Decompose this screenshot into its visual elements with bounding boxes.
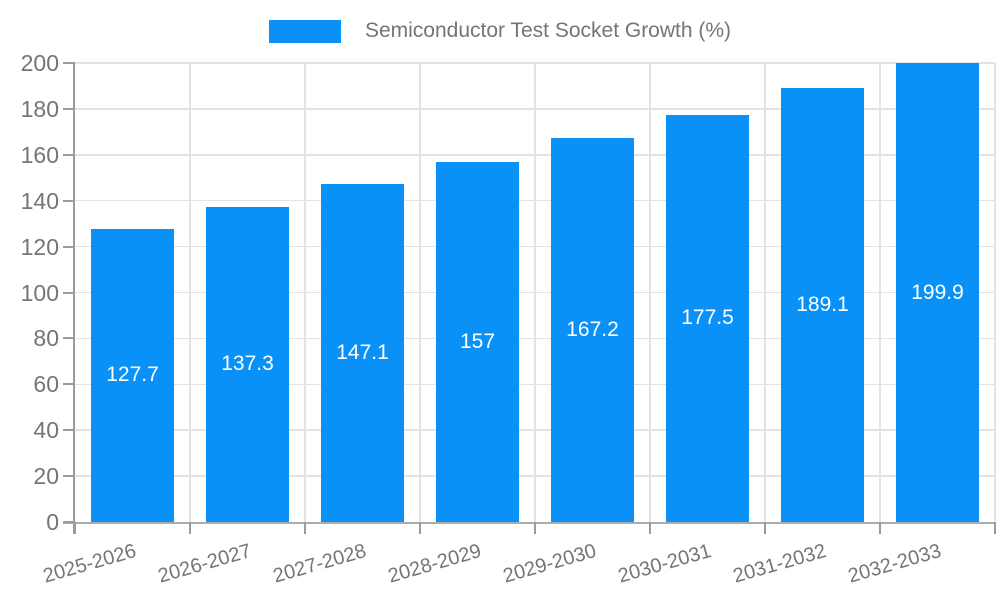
bar-2030-2031[interactable]: 177.5: [666, 114, 749, 522]
bar-2027-2028[interactable]: 147.1: [321, 184, 404, 522]
x-gridline: [304, 63, 306, 522]
y-tick-label: 100: [20, 279, 59, 306]
x-gridline: [994, 63, 996, 522]
x-tick-label: 2025-2026: [40, 540, 139, 588]
x-gridline: [189, 63, 191, 522]
bar-2031-2032[interactable]: 189.1: [781, 88, 864, 522]
bar-value-label: 189.1: [796, 292, 849, 316]
y-tick: [63, 62, 75, 64]
x-tick: [764, 522, 766, 534]
x-tick-label: 2027-2028: [270, 540, 369, 588]
y-tick-label: 80: [33, 325, 59, 352]
bar-2029-2030[interactable]: 167.2: [551, 138, 634, 522]
bar-value-label: 199.9: [911, 280, 964, 304]
x-gridline: [879, 63, 881, 522]
y-tick: [63, 383, 75, 386]
y-tick-label: 160: [20, 141, 59, 168]
x-tick-label: 2031-2032: [730, 540, 829, 588]
y-tick: [63, 107, 75, 110]
bar-value-label: 137.3: [221, 352, 274, 376]
y-tick: [63, 429, 75, 432]
x-gridline: [764, 63, 766, 522]
x-tick: [304, 522, 306, 534]
x-tick-label: 2032-2033: [845, 540, 944, 588]
y-tick: [63, 337, 75, 340]
bar-value-label: 157: [459, 329, 496, 353]
bar-2025-2026[interactable]: 127.7: [91, 228, 174, 522]
bar-2026-2027[interactable]: 137.3: [206, 206, 289, 522]
legend[interactable]: Semiconductor Test Socket Growth (%): [0, 19, 1000, 43]
y-tick: [63, 521, 75, 523]
x-tick: [879, 522, 881, 534]
plot-area: 127.7 137.3 147.1 157 167.2 177.5 189.1 199.9: [75, 62, 996, 522]
legend-label: Semiconductor Test Socket Growth (%): [364, 19, 732, 42]
y-tick-label: 140: [20, 187, 59, 214]
bar-2032-2033[interactable]: 199.9: [896, 63, 979, 522]
y-tick: [63, 153, 75, 156]
legend-swatch: [268, 19, 341, 43]
x-tick-label: 2030-2031: [615, 540, 714, 588]
x-tick-label: 2026-2027: [155, 540, 254, 588]
bar-value-label: 177.5: [681, 306, 734, 330]
y-tick-label: 0: [46, 509, 59, 535]
y-tick: [63, 475, 75, 478]
y-tick-label: 20: [33, 463, 59, 490]
x-tick: [994, 522, 996, 534]
x-tick-label: 2029-2030: [500, 540, 599, 588]
x-tick: [534, 522, 536, 534]
y-tick-label: 40: [33, 417, 59, 444]
x-gridline: [649, 63, 651, 522]
x-axis-line: [63, 522, 995, 524]
x-tick: [189, 522, 191, 534]
x-gridline: [534, 63, 536, 522]
y-tick-label: 200: [20, 50, 59, 76]
y-tick-label: 120: [20, 233, 59, 260]
y-tick: [63, 291, 75, 294]
x-tick: [419, 522, 421, 534]
bar-value-label: 147.1: [336, 341, 389, 365]
x-tick: [74, 522, 76, 534]
x-gridline: [419, 63, 421, 522]
bar-2028-2029[interactable]: 157: [436, 161, 519, 522]
y-tick-label: 60: [33, 371, 59, 398]
x-tick: [649, 522, 651, 534]
y-axis-line: [73, 63, 75, 534]
y-tick: [63, 199, 75, 202]
y-tick: [63, 245, 75, 248]
x-tick-label: 2028-2029: [385, 540, 484, 588]
bar-value-label: 167.2: [566, 318, 619, 342]
bar-value-label: 127.7: [106, 363, 159, 387]
y-tick-label: 180: [20, 95, 59, 122]
